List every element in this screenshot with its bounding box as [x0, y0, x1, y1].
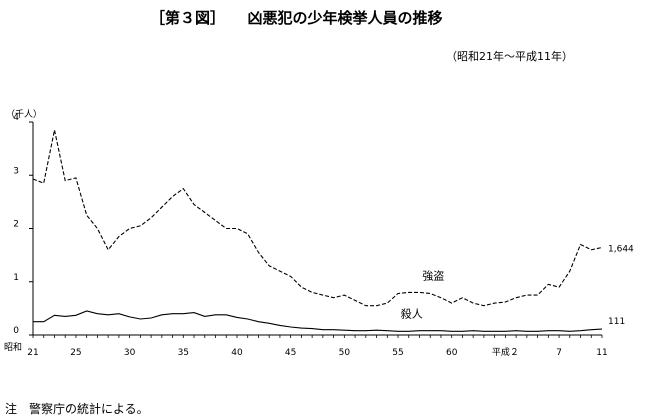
series-line-murder — [33, 310, 603, 332]
x-tick-label: 平成２ — [492, 346, 519, 358]
x-tick-label: 35 — [178, 348, 189, 358]
x-tick-label: 40 — [231, 348, 243, 358]
y-tick-label: 2 — [13, 220, 19, 230]
x-tick-label: 50 — [339, 348, 351, 358]
x-tick-label: 25 — [70, 348, 81, 358]
x-tick-label: 21 — [27, 348, 38, 358]
chart-title: ［第３図］ 凶悪犯の少年検挙人員の推移 — [150, 9, 443, 27]
x-tick-label: 11 — [596, 348, 607, 358]
y-axis-label: （千人） — [6, 109, 42, 120]
x-tick-label: 7 — [556, 348, 562, 358]
series-line-robbery — [32, 129, 603, 307]
x-tick-label: 45 — [285, 348, 296, 358]
x-tick-label: 昭和 — [4, 342, 22, 353]
series-label: 強盗 — [422, 269, 444, 282]
x-tick-label: 55 — [392, 348, 403, 358]
y-tick-label: 0 — [13, 326, 19, 336]
chart-subtitle: （昭和21年～平成11年） — [446, 50, 573, 63]
label-layer: 強盗 1,644 殺人 111 — [401, 244, 634, 327]
series-layer — [32, 129, 603, 332]
axes: 0 1 2 3 4（千人） 昭和 21 25 30 35 40 45 50 55 60 平成２ 7 11 — [4, 109, 608, 358]
y-tick-label: 3 — [13, 166, 19, 176]
x-tick-label: 60 — [446, 348, 458, 358]
end-value-label: 1,644 — [608, 244, 634, 254]
y-tick-label: 1 — [13, 273, 19, 283]
x-tick-label: 30 — [124, 348, 136, 358]
end-value-label: 111 — [608, 317, 625, 327]
series-label: 殺人 — [401, 306, 423, 320]
y-tick-label: 4 — [13, 113, 19, 123]
chart-note: 注 警察庁の統計による。 — [5, 402, 149, 416]
